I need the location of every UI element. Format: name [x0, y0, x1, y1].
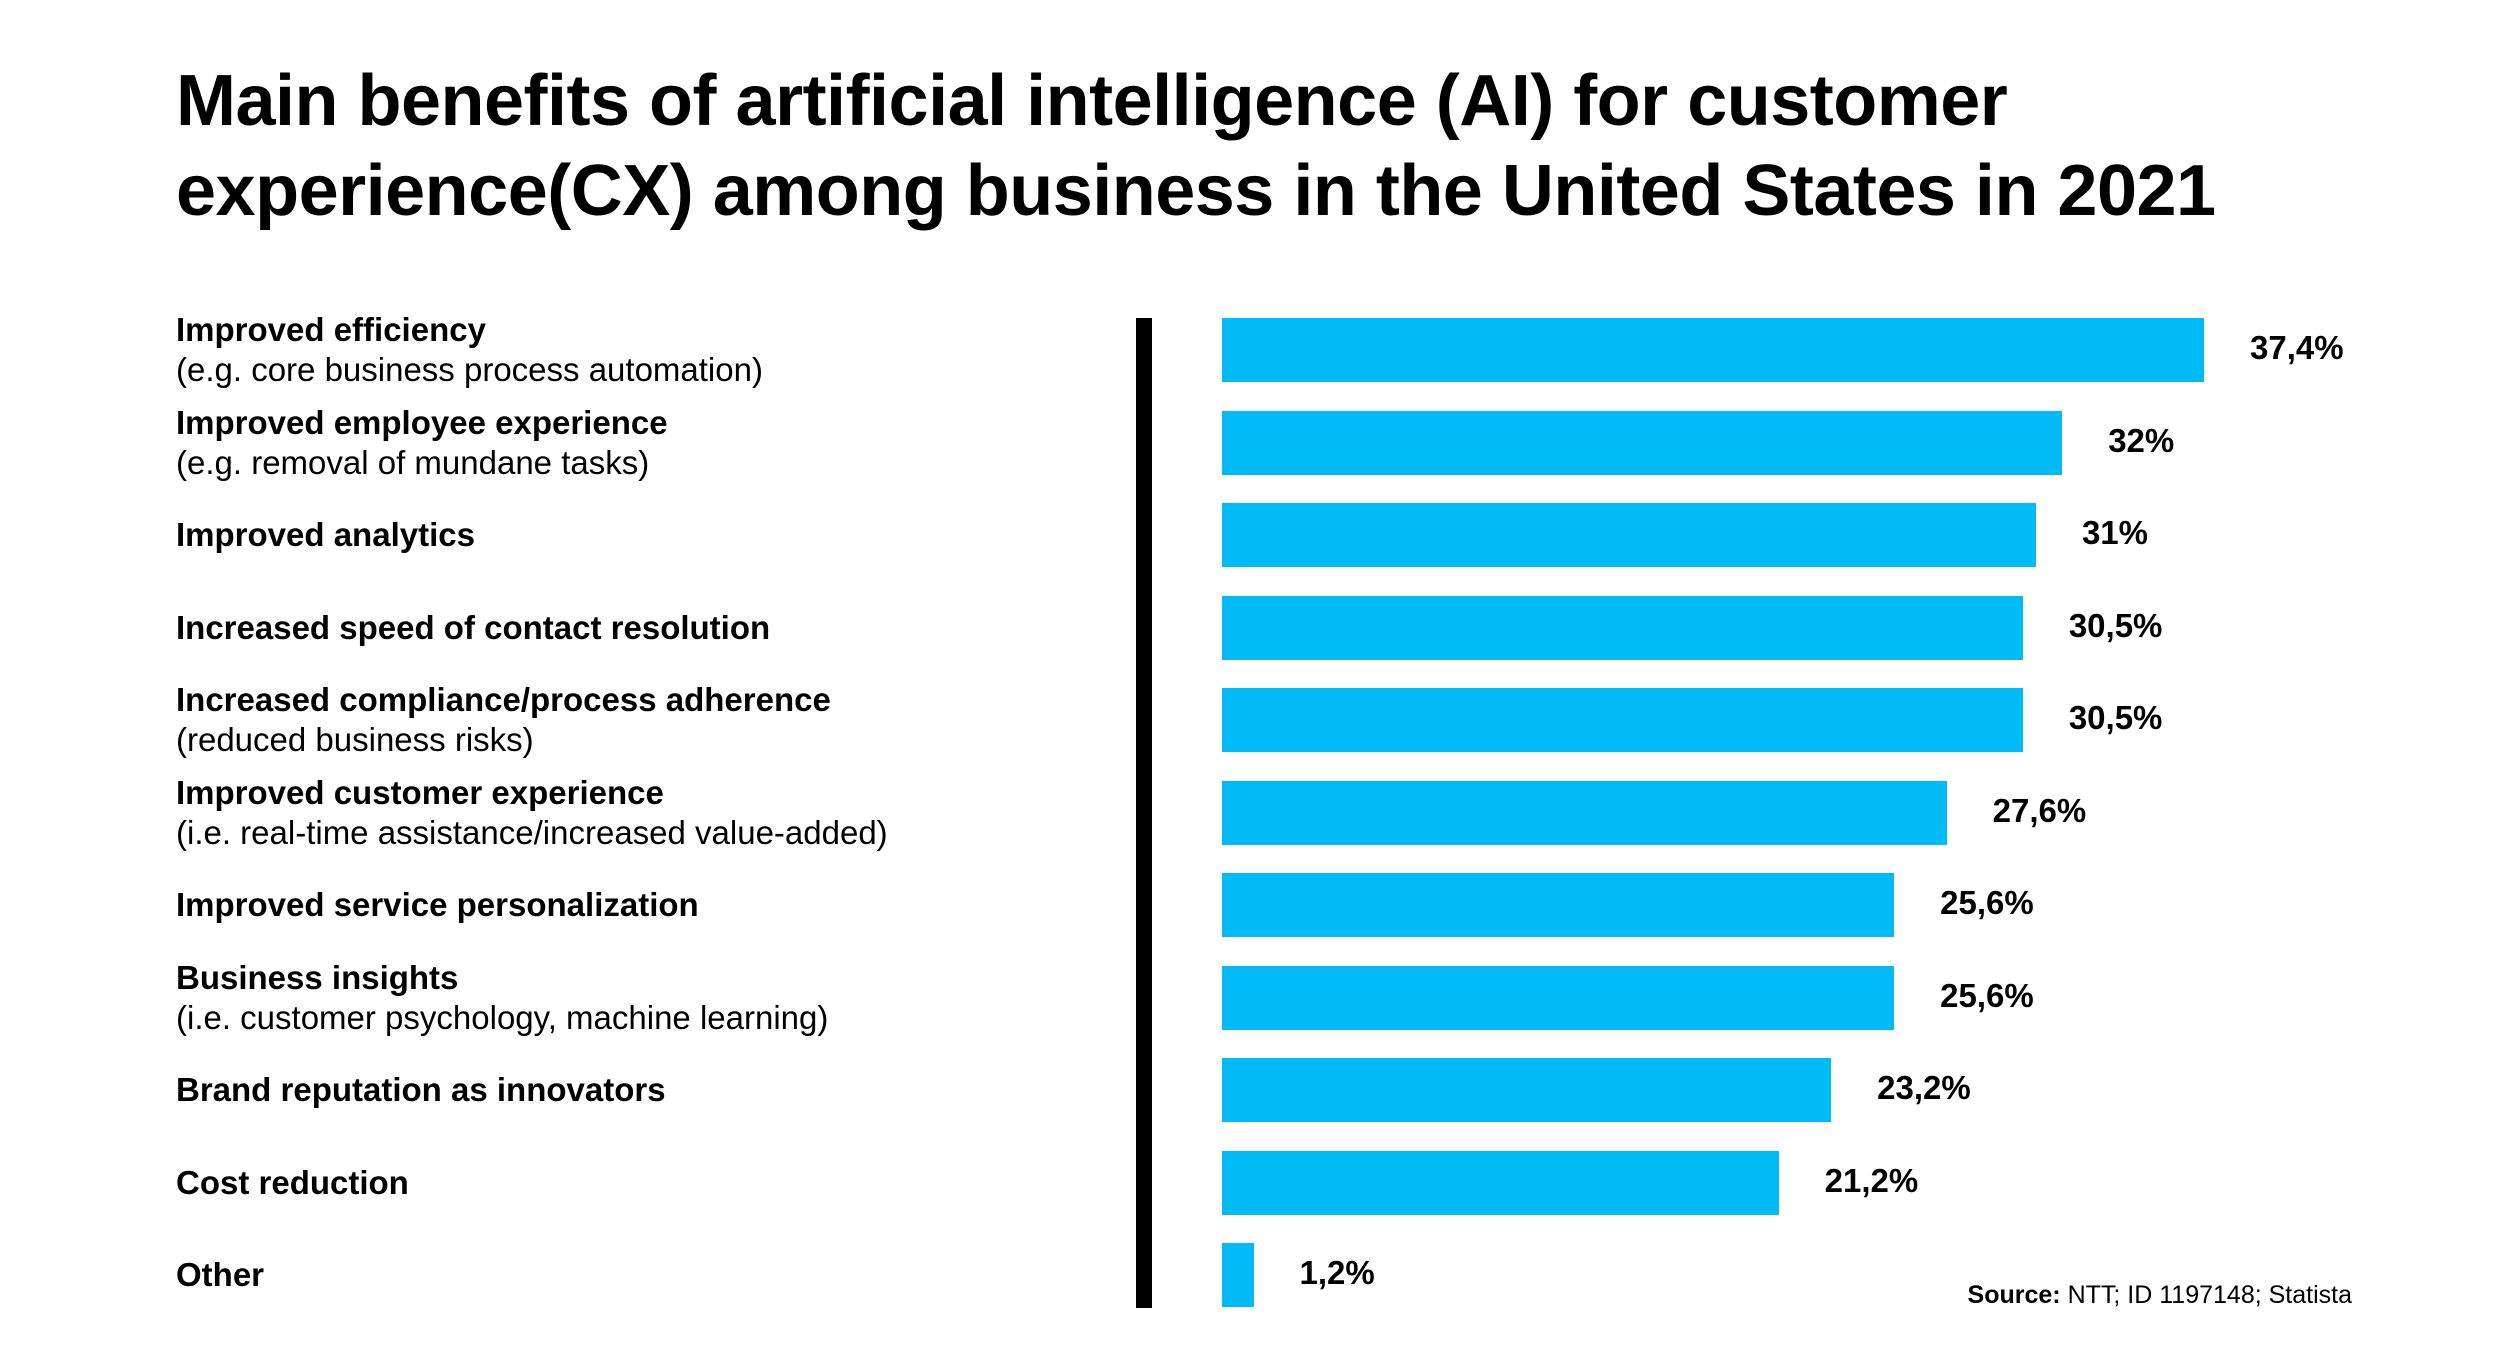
- category-label-main: Improved employee experience: [176, 403, 668, 441]
- category-label: Increased speed of contact resolution: [176, 608, 1096, 648]
- category-axis-line: [1136, 318, 1152, 1308]
- category-label: Cost reduction: [176, 1163, 1096, 1203]
- bar: [1222, 1058, 1832, 1122]
- category-label-main: Improved customer experience: [176, 773, 664, 811]
- category-label: Increased compliance/process adherence (r…: [176, 680, 1096, 760]
- category-label: Improved employee experience (e.g. remova…: [176, 403, 1096, 483]
- chart-title: Main benefits of artificial intelligence…: [176, 56, 2426, 236]
- category-label-main: Improved analytics: [176, 516, 475, 553]
- category-label-sub: (e.g. removal of mundane tasks): [176, 443, 650, 481]
- bar-value-label: 21,2%: [1824, 1161, 1919, 1199]
- category-label: Brand reputation as innovators: [176, 1070, 1096, 1110]
- category-label-main: Other: [176, 1256, 265, 1293]
- chart-title-line-1: Main benefits of artificial intelligence…: [176, 61, 2008, 141]
- bar-value-label: 23,2%: [1877, 1069, 1971, 1106]
- category-label: Improved service personalization: [176, 885, 1096, 925]
- category-label-sub: (reduced business risks): [176, 721, 534, 758]
- category-label-main: Increased compliance/process adherence: [176, 681, 831, 718]
- bar-value-label: 27,6%: [1992, 791, 2087, 829]
- category-label-main: Business insights: [176, 958, 459, 996]
- bar: [1222, 318, 2204, 382]
- bar: [1222, 688, 2023, 752]
- source-prefix: Source:: [1967, 1281, 2061, 1309]
- bar: [1222, 1150, 1779, 1215]
- category-label: Improved efficiency (e.g. core business p…: [176, 310, 1096, 390]
- category-label-main: Improved service personalization: [176, 886, 699, 923]
- bar-value-label: 25,6%: [1940, 976, 2034, 1014]
- category-label-main: Brand reputation as innovators: [176, 1071, 666, 1108]
- category-label-main: Increased speed of contact resolution: [176, 608, 771, 646]
- bar: [1222, 873, 1895, 937]
- bar-value-label: 37,4%: [2250, 329, 2344, 366]
- bar: [1222, 965, 1895, 1030]
- category-label-sub: (i.e. customer psychology, machine learn…: [176, 998, 829, 1036]
- bar-value-label: 31%: [2081, 514, 2149, 551]
- bar-value-label: 32%: [2108, 421, 2175, 459]
- bar: [1222, 1243, 1254, 1307]
- bar: [1222, 780, 1947, 845]
- category-label: Other: [176, 1255, 1096, 1295]
- bar-value-label: 30,5%: [2068, 699, 2163, 736]
- chart-title-line-2: experience(CX) among business in the Uni…: [176, 151, 2216, 231]
- bar-value-label: 1,2%: [1299, 1254, 1375, 1291]
- category-label-sub: (e.g. core business process automation): [176, 351, 763, 388]
- category-label-main: Improved efficiency: [176, 311, 486, 348]
- bar-value-label: 30,5%: [2068, 606, 2163, 644]
- bar: [1222, 503, 2036, 567]
- category-label: Business insights (i.e. customer psycholo…: [176, 958, 1096, 1038]
- category-label: Improved customer experience (i.e. real-t…: [176, 773, 1096, 853]
- category-label: Improved analytics: [176, 515, 1096, 555]
- bar-value-label: 25,6%: [1940, 884, 2034, 921]
- source-text: NTT; ID 1197148; Statista: [2060, 1281, 2352, 1309]
- category-label-main: Cost reduction: [176, 1163, 409, 1201]
- category-label-sub: (i.e. real-time assistance/increased val…: [176, 813, 888, 851]
- bar: [1222, 410, 2063, 475]
- bar: [1222, 595, 2023, 660]
- source-note: Source: NTT; ID 1197148; Statista: [1968, 1280, 2352, 1310]
